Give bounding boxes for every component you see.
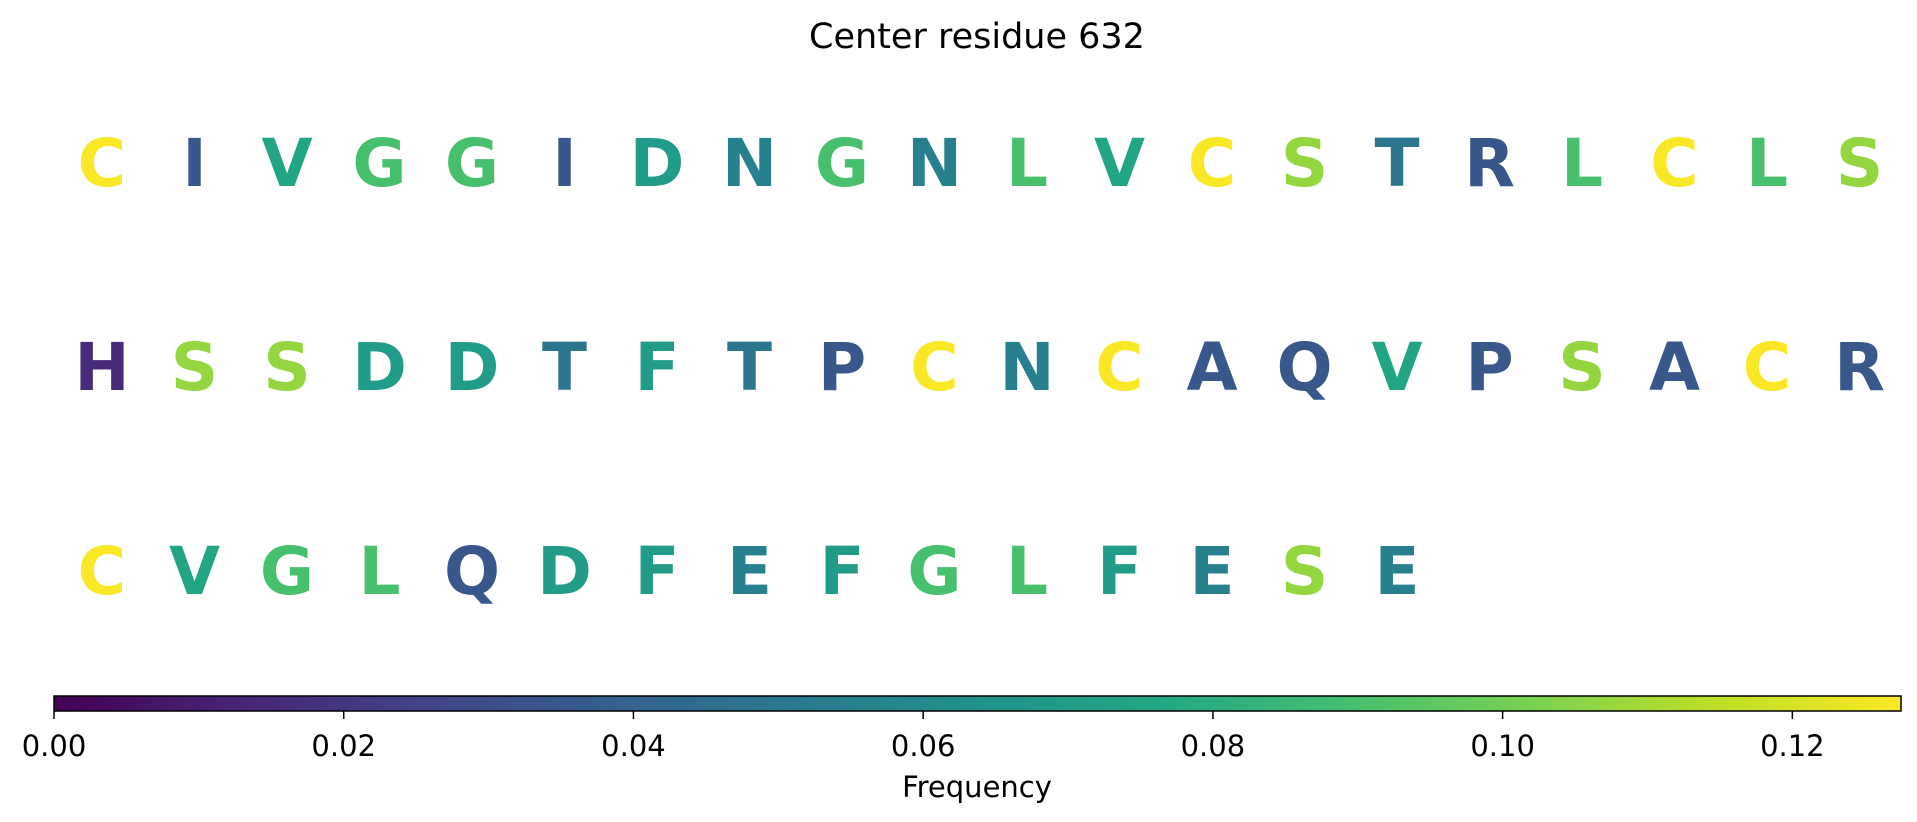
residue-letter: G (352, 125, 406, 202)
residue-letter: C (1188, 125, 1236, 202)
residue-letter: T (542, 329, 587, 406)
colorbar-tick-label: 0.02 (311, 729, 376, 763)
residue-letter: C (1095, 329, 1143, 406)
residue-letter: N (907, 125, 962, 202)
residue-letter: H (74, 329, 129, 406)
residue-letter: D (630, 125, 685, 202)
colorbar: 0.00 0.02 0.04 0.06 0.08 0.10 0.12 Frequency (22, 695, 1902, 804)
residue-letter: F (1097, 533, 1142, 610)
residue-letter: G (815, 125, 869, 202)
residue-letter: P (1465, 329, 1513, 406)
residue-letter: T (727, 329, 772, 406)
residue-letter: D (537, 533, 592, 610)
residue-letter: N (722, 125, 777, 202)
residue-letter: R (1464, 125, 1515, 202)
chart-title: Center residue 632 (809, 17, 1145, 57)
colorbar-tick-label: 0.08 (1181, 729, 1246, 763)
residue-letter: G (907, 533, 961, 610)
residue-letter: G (445, 125, 499, 202)
residue-letter: S (1281, 533, 1329, 610)
residue-letter: V (169, 533, 220, 610)
residue-letter: N (999, 329, 1054, 406)
colorbar-label: Frequency (902, 770, 1052, 804)
residue-letter: E (1374, 533, 1419, 610)
residue-letter: P (818, 329, 866, 406)
residue-letter: I (182, 125, 207, 202)
residue-letter: Q (1276, 329, 1332, 406)
residue-letter: S (171, 329, 219, 406)
residue-letter: L (358, 533, 400, 610)
colorbar-tick-label: 0.12 (1760, 729, 1825, 763)
residue-letter: R (1834, 329, 1885, 406)
colorbar-tick-label: 0.04 (601, 729, 666, 763)
residue-letter: S (263, 329, 311, 406)
residue-letter: L (1746, 125, 1788, 202)
residue-letter: G (260, 533, 314, 610)
residue-letter: C (910, 329, 958, 406)
residue-letter: Q (444, 533, 500, 610)
residue-letter: F (819, 533, 864, 610)
colorbar-ticks: 0.00 0.02 0.04 0.06 0.08 0.10 0.12 (22, 711, 1825, 763)
residue-letter: D (445, 329, 500, 406)
residue-letter: I (552, 125, 577, 202)
residue-letter: A (1649, 329, 1700, 406)
residue-letter: F (634, 329, 679, 406)
residue-letter: C (78, 533, 126, 610)
residue-letter: E (727, 533, 772, 610)
residue-letter: V (1094, 125, 1145, 202)
residue-letter: L (1006, 125, 1048, 202)
residue-grid: C I V G G I D N G N L V C S T R L C L SH S S D D T F T P C N C A Q V P S A C R… (74, 125, 1885, 610)
residue-letter: V (261, 125, 312, 202)
residue-letter: C (1650, 125, 1698, 202)
residue-letter: L (1561, 125, 1603, 202)
residue-letter: S (1836, 125, 1884, 202)
residue-letter: S (1281, 125, 1329, 202)
residue-letter: E (1189, 533, 1234, 610)
residue-letter: T (1374, 125, 1419, 202)
colorbar-tick-label: 0.10 (1470, 729, 1535, 763)
colorbar-gradient (53, 695, 1902, 712)
residue-letter: C (1743, 329, 1791, 406)
residue-letter: C (78, 125, 126, 202)
residue-letter: A (1186, 329, 1237, 406)
residue-letter: S (1558, 329, 1606, 406)
residue-letter: L (1006, 533, 1048, 610)
residue-letter: D (352, 329, 407, 406)
residue-letter: V (1371, 329, 1422, 406)
residue-letter: F (634, 533, 679, 610)
colorbar-tick-label: 0.00 (22, 729, 87, 763)
colorbar-tick-label: 0.06 (891, 729, 956, 763)
